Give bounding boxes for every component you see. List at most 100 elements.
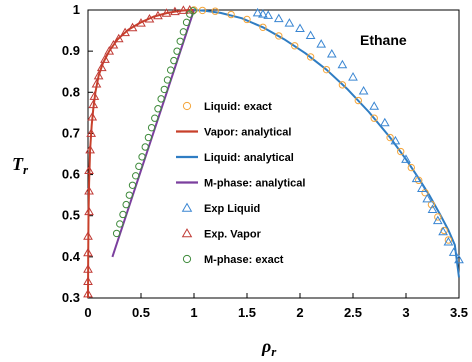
legend-label: Exp Liquid — [204, 203, 260, 215]
liquid-exact-point — [407, 163, 415, 172]
y-axis-title-main: T — [12, 154, 24, 174]
m-phase-exact-point — [151, 114, 159, 122]
exp-vapor-point — [87, 111, 98, 121]
y-tick-label: 1 — [73, 2, 80, 17]
exp-vapor-point — [153, 10, 163, 20]
legend-item-m-phase-exact: M-phase: exact — [182, 254, 284, 266]
exp-liquid-point — [316, 39, 327, 48]
liquid-exact-point — [338, 81, 347, 89]
y-axis-title-sub: r — [23, 162, 29, 177]
liquid-exact-point — [275, 32, 283, 40]
exp-vapor-point — [161, 8, 172, 17]
liquid-exact-point — [415, 176, 423, 185]
exp-liquid-point — [326, 49, 337, 58]
m-phase-exact-point — [173, 47, 181, 55]
series-layer — [83, 4, 464, 299]
exp-liquid-point — [284, 18, 295, 27]
exp-vapor-point — [84, 186, 94, 195]
chart-annotation: Ethane — [360, 32, 407, 48]
exp-vapor-point — [144, 14, 155, 23]
exp-liquid-point — [369, 101, 380, 110]
m-phase-exact-point — [132, 172, 140, 180]
legend-label: Vapor: analytical — [204, 127, 291, 139]
exp-liquid-point — [390, 135, 401, 145]
liquid-exact-point — [370, 114, 378, 122]
exp-vapor-point — [108, 39, 119, 49]
exp-liquid-point — [443, 237, 454, 246]
legend: Liquid: exact Vapor: analytical Liquid: an… — [176, 101, 305, 266]
x-axis-title-main: ρ — [261, 336, 271, 356]
exp-liquid-point — [305, 30, 316, 40]
series-exp-vapor — [83, 4, 195, 298]
m-phase-exact-point — [135, 162, 143, 171]
y-tick-label: 0.3 — [62, 290, 80, 305]
exp-vapor-point — [113, 33, 124, 43]
exp-liquid-point — [252, 7, 263, 17]
liquid-exact-point — [211, 7, 219, 15]
exp-liquid-point — [411, 173, 422, 183]
legend-label: M-phase: exact — [204, 254, 284, 266]
exp-vapor-point — [96, 62, 107, 72]
liquid-exact-point — [354, 96, 362, 105]
m-phase-exact-point — [189, 7, 197, 15]
exp-liquid-point — [401, 154, 411, 163]
m-phase-exact-point — [144, 133, 153, 142]
exp-vapor-point — [93, 70, 104, 80]
liquid-exact-point — [306, 53, 315, 61]
exp-liquid-point — [379, 117, 390, 127]
exp-vapor-point — [88, 99, 99, 109]
exp-liquid-point — [432, 215, 443, 225]
legend-swatch — [182, 101, 192, 111]
y-tick-label: 0.7 — [62, 125, 80, 140]
liquid-exact-point — [386, 133, 394, 142]
exp-liquid-point — [358, 86, 369, 95]
m-phase-exact-point — [179, 28, 188, 36]
legend-item-liquid-analytical: Liquid: analytical — [176, 152, 294, 164]
exp-vapor-point — [85, 144, 95, 154]
m-phase-exact-point — [157, 95, 165, 103]
liquid-exact-point — [322, 65, 331, 74]
y-tick-label: 0.8 — [62, 84, 80, 99]
legend-item-exp-liquid: Exp Liquid — [181, 202, 260, 215]
exp-vapor-point — [84, 206, 94, 216]
exp-vapor-point — [178, 5, 189, 14]
legend-label: M-phase: analytical — [204, 178, 305, 190]
series-vapor-analytical — [87, 9, 194, 299]
exp-liquid-point — [258, 9, 268, 18]
y-tick-label: 0.5 — [62, 208, 80, 223]
y-tick-label: 0.4 — [62, 249, 81, 264]
legend-swatch — [181, 228, 193, 238]
exp-liquid-point — [427, 204, 438, 214]
m-phase-exact-point — [147, 123, 156, 132]
x-tick-label: 3.5 — [450, 305, 468, 320]
exp-vapor-point — [91, 79, 102, 88]
exp-liquid-point — [263, 10, 274, 19]
exp-liquid-point — [295, 23, 305, 33]
exp-vapor-point — [83, 231, 93, 240]
legend-swatch — [181, 202, 193, 212]
exp-liquid-point — [422, 193, 433, 203]
m-phase-exact-point — [163, 76, 172, 84]
y-axis-title: Tr — [12, 154, 29, 177]
exp-liquid-point — [438, 226, 448, 236]
m-phase-exact-point — [176, 37, 184, 45]
m-phase-exact-point — [122, 200, 130, 209]
series-exp-liquid — [252, 7, 464, 264]
series-m-phase-exact — [112, 7, 197, 238]
liquid-exact-point — [434, 213, 442, 221]
legend-item-exp-vapor: Exp. Vapor — [181, 228, 262, 241]
m-phase-exact-point — [154, 105, 162, 113]
exp-vapor-point — [170, 6, 180, 16]
m-phase-exact-point — [141, 143, 149, 151]
x-tick-label: 2 — [296, 305, 303, 320]
liquid-exact-point — [227, 10, 235, 19]
y-tick-label: 0.6 — [62, 167, 80, 182]
x-tick-label: 3 — [402, 305, 409, 320]
x-tick-label: 1.5 — [238, 305, 256, 320]
x-axis-ticks: 0 0.5 1 1.5 2 2.5 3 3.5 — [84, 293, 468, 320]
legend-label: Liquid: exact — [204, 101, 272, 113]
exp-vapor-point — [127, 22, 138, 32]
x-tick-label: 0.5 — [132, 305, 150, 320]
legend-item-liquid-exact: Liquid: exact — [182, 101, 272, 113]
